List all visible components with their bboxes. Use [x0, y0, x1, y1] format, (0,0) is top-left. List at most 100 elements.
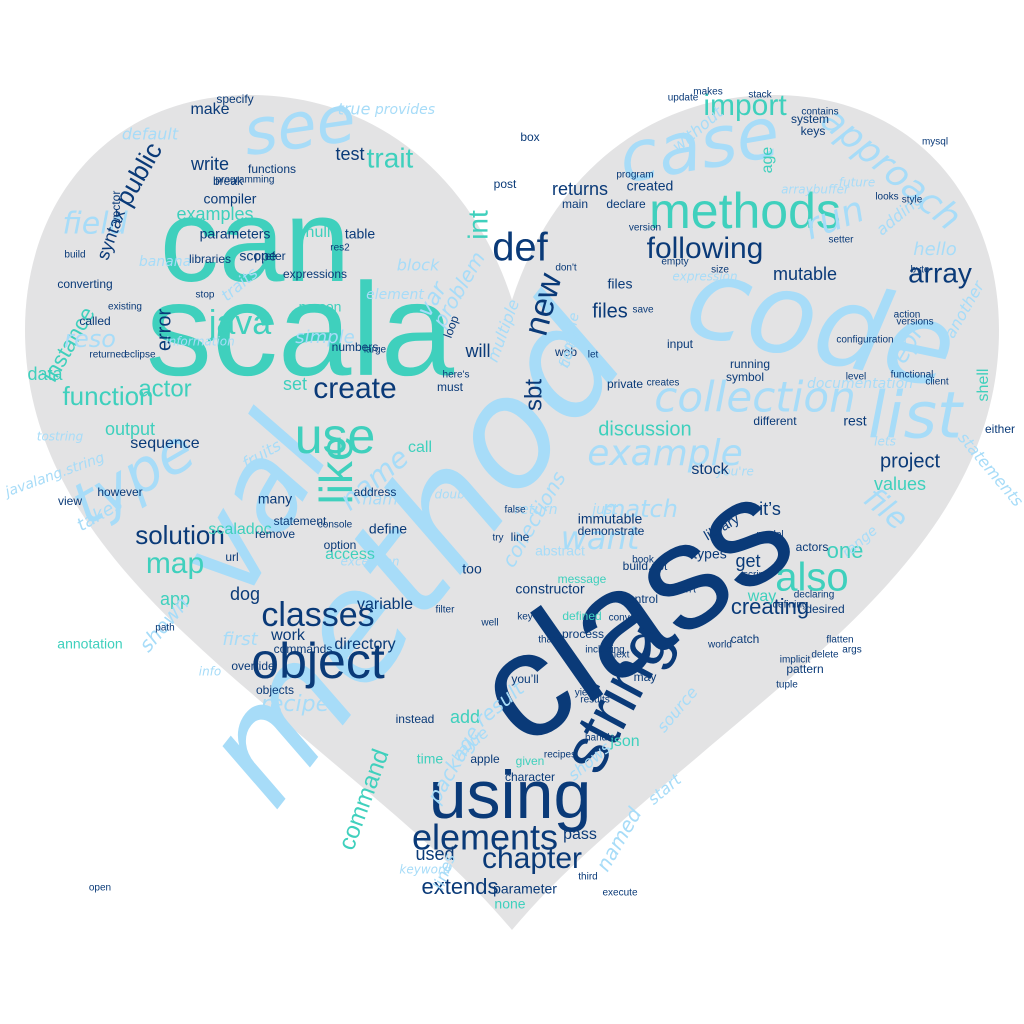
word-future: future — [839, 176, 875, 190]
word-it-s: it’s — [759, 499, 781, 519]
word-keys: keys — [801, 124, 826, 138]
word-scaladoc: scaladoc — [208, 521, 271, 538]
word-creating: creating — [731, 594, 809, 619]
word-dog: dog — [230, 584, 260, 604]
word-information: information — [165, 335, 234, 349]
word-input: input — [667, 337, 694, 351]
word-version: version — [629, 223, 661, 234]
word-convert: convert — [609, 613, 642, 624]
word-configuration: configuration — [836, 335, 893, 346]
word-demonstrate: demonstrate — [578, 524, 645, 538]
word-add: add — [450, 707, 480, 727]
word-third: third — [578, 872, 597, 883]
word-scala: scala — [146, 256, 455, 403]
word-control: control — [622, 592, 658, 606]
word-vector: vector — [109, 191, 123, 224]
word-here-s: here's — [443, 370, 470, 381]
word-flatten: flatten — [826, 635, 853, 646]
word-view: view — [58, 494, 82, 508]
word-empty: empty — [661, 257, 688, 268]
word-update: update — [668, 93, 699, 104]
word-sbt: sbt — [520, 379, 547, 411]
word-scope: scope — [239, 248, 277, 264]
word-declare: declare — [606, 197, 646, 211]
word-parameters: parameters — [200, 226, 271, 242]
word-either: either — [985, 422, 1015, 436]
word-following: following — [647, 232, 764, 265]
word-action: action — [894, 310, 921, 321]
word-large: large — [364, 345, 387, 356]
word-execute: execute — [602, 888, 637, 899]
word-map: map — [146, 547, 204, 580]
word-expressions: expressions — [283, 267, 347, 281]
word-delete: delete — [811, 650, 839, 661]
word-directory: directory — [334, 636, 395, 653]
word-box: box — [520, 130, 539, 144]
word-however: however — [97, 485, 142, 499]
word-line: line — [511, 530, 530, 544]
word-use: use — [295, 408, 376, 464]
word-save: save — [632, 305, 654, 316]
word-trait: trait — [367, 142, 414, 173]
word-sequence: sequence — [130, 435, 199, 452]
word-break: break — [213, 174, 244, 188]
word-hello: hello — [913, 239, 957, 260]
word-call: call — [408, 439, 432, 456]
word-way: way — [747, 588, 776, 605]
word-instead: instead — [396, 712, 435, 726]
word-return: return — [514, 502, 557, 518]
word-field: field — [62, 207, 128, 242]
word-error: error — [153, 309, 175, 352]
word-files: files — [592, 300, 628, 322]
word-system: system — [791, 112, 829, 126]
word-pattern: pattern — [786, 662, 823, 676]
word-results: results — [580, 695, 609, 706]
word-parameter: parameter — [493, 881, 557, 897]
word-lets: lets — [874, 435, 896, 449]
word-console: console — [318, 520, 353, 531]
word-setter: setter — [828, 235, 854, 246]
word-style: style — [902, 195, 923, 206]
word-mysql: mysql — [922, 137, 948, 148]
word-option: option — [324, 538, 357, 552]
word-returned: returned — [89, 350, 126, 361]
word-contains: contains — [801, 107, 838, 118]
word-arraybuffer: arraybuffer — [781, 183, 850, 197]
word-tuple: tuple — [776, 680, 798, 691]
word-used: used — [415, 844, 454, 864]
word-too: too — [462, 561, 482, 577]
word-discussion: discussion — [598, 418, 691, 440]
word-res2: res2 — [330, 243, 350, 254]
word-int: int — [462, 210, 493, 240]
word-makes: makes — [693, 87, 722, 98]
word-keyword: keyword — [399, 863, 451, 877]
word-java: java — [208, 304, 271, 342]
word-versions: versions — [896, 317, 933, 328]
word-access: access — [325, 546, 375, 563]
word-objects: objects — [256, 683, 294, 697]
word-documentation: documentation — [807, 376, 913, 392]
word-app: app — [160, 589, 190, 609]
word-you-ll: you’ll — [511, 672, 538, 686]
word-info: info — [199, 665, 222, 679]
word-values: values — [874, 474, 926, 494]
word-false: false — [504, 505, 526, 516]
word-book: book — [632, 555, 655, 566]
word-you-re: you're — [715, 465, 754, 479]
word-prefer: prefer — [254, 249, 285, 263]
word-symbol: symbol — [726, 370, 764, 384]
word-called: called — [79, 314, 110, 328]
word-must: must — [437, 380, 464, 394]
word-implicit: implicit — [780, 655, 811, 666]
word-table: table — [345, 226, 376, 242]
word-first: first — [222, 629, 258, 650]
word-byte: byte — [911, 265, 930, 276]
word-statement: statement — [274, 514, 327, 528]
word-project: project — [880, 450, 940, 472]
word-test: test — [335, 144, 364, 164]
word-override: override — [231, 659, 275, 673]
word-given: given — [516, 754, 545, 768]
word-elements: elements — [412, 817, 558, 858]
word-level: level — [846, 372, 867, 383]
word-script: script — [743, 570, 767, 581]
